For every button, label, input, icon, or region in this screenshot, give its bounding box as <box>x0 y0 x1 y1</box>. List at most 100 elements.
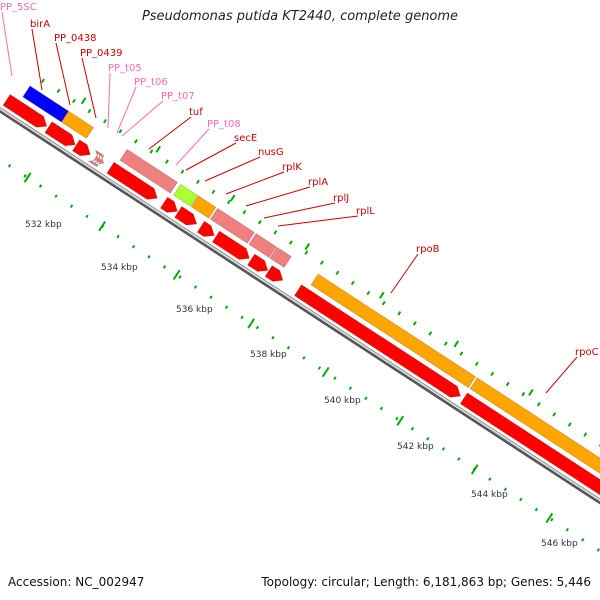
feature-block-cds <box>44 121 76 147</box>
feature-block-cds <box>106 161 158 200</box>
major-tick <box>396 415 405 426</box>
major-tick <box>98 221 106 232</box>
major-tick <box>321 366 330 378</box>
ruler-tick-label: 538 kbp <box>250 350 287 360</box>
leader-line <box>204 156 261 182</box>
backbone-inner <box>0 107 600 502</box>
feature-label: PP_t07 <box>161 91 195 102</box>
tick-row-bottom <box>178 275 182 279</box>
feature-label: secE <box>234 133 257 144</box>
feature-label: rpoB <box>416 244 440 255</box>
tick-row-top <box>552 412 557 417</box>
leader-line <box>1 11 13 77</box>
tick-row-bottom <box>410 426 415 431</box>
leader-line <box>107 72 111 129</box>
major-tick <box>528 389 534 397</box>
feature-block-cds <box>264 265 284 282</box>
tick-row-top <box>180 169 185 174</box>
feature-block-trna <box>248 233 277 258</box>
tick-row-top <box>103 118 107 124</box>
leader-line <box>148 116 192 150</box>
feature-block-cds <box>159 196 178 213</box>
feature-label: rplA <box>308 177 328 188</box>
tick-row-bottom <box>550 517 554 522</box>
tick-row-bottom <box>85 214 89 219</box>
tick-row-bottom <box>240 315 244 320</box>
leader-line <box>225 171 285 195</box>
tick-row-top <box>56 88 61 94</box>
ruler-tick-label: 542 kbp <box>397 442 434 452</box>
feature-label: birA <box>30 19 50 30</box>
tick-row-bottom <box>69 204 74 209</box>
tick-row-top <box>412 321 417 326</box>
major-tick <box>247 318 256 329</box>
major-tick <box>545 512 554 524</box>
tick-row-top <box>505 381 510 387</box>
leader-line <box>545 356 578 394</box>
tick-row-top <box>72 98 76 104</box>
feature-block-trna <box>269 246 292 268</box>
tick-row-top <box>381 300 386 306</box>
feature-block-trna <box>92 152 105 168</box>
feature-label: PP_0439 <box>80 48 123 59</box>
major-tick <box>23 172 32 183</box>
feature-label: rplJ <box>333 193 349 204</box>
ruler-tick-label: 532 kbp <box>25 220 62 230</box>
tick-row-bottom <box>441 447 446 451</box>
feature-block-cds <box>293 284 461 398</box>
ruler-labels: 532 kbp 534 kbp 536 kbp 538 kbp 540 kbp 542 k… <box>25 220 578 549</box>
tick-row-top <box>226 199 231 205</box>
tick-row-top <box>211 189 216 195</box>
tick-row-bottom <box>379 406 384 411</box>
feature-block-cds <box>211 230 250 260</box>
tick-row-top <box>87 108 92 114</box>
feature-block-cds <box>196 220 215 237</box>
major-tick <box>229 194 236 202</box>
tick-row-bottom <box>302 356 306 360</box>
tick-row-top <box>319 260 324 265</box>
tick-row-top <box>536 402 541 407</box>
tick-row-top <box>521 391 526 397</box>
feature-block-trna <box>119 148 178 194</box>
tick-row-top <box>428 331 433 336</box>
accession-text: Accession: NC_002947 <box>8 575 145 589</box>
tick-row-top <box>567 422 572 427</box>
leader-line <box>263 202 336 219</box>
major-tick <box>453 340 460 348</box>
feature-label: rplL <box>356 206 375 217</box>
feature-labels: PP_5SC birA PP_0438 PP_0439 PP_t05 PP_t06 PP_t… <box>0 2 599 394</box>
feature-label: rplK <box>282 162 302 173</box>
tick-row-top <box>350 280 355 286</box>
leader-line <box>245 186 311 207</box>
feature-label: PP_t08 <box>207 119 241 130</box>
tick-row-top <box>366 290 371 296</box>
tick-row-bottom <box>38 184 43 188</box>
tick-row-bottom <box>286 345 291 350</box>
ruler-tick-label: 540 kbp <box>324 396 361 406</box>
major-tick <box>379 291 385 299</box>
feature-block-trna <box>90 151 102 166</box>
leader-line <box>390 253 419 294</box>
leader-line <box>185 142 237 171</box>
ruler-tick-label: 546 kbp <box>541 539 578 549</box>
feature-block-gene <box>60 110 95 139</box>
tick-row-bottom <box>162 265 167 269</box>
feature-block-trna <box>210 207 255 244</box>
tick-row-top <box>288 240 293 245</box>
tick-row-top <box>242 209 247 215</box>
tick-row-bottom <box>519 497 523 502</box>
major-tick <box>304 243 311 251</box>
tick-row-bottom <box>255 325 260 330</box>
tick-row-bottom <box>426 436 430 441</box>
tick-row-bottom <box>224 305 229 310</box>
tick-row-bottom <box>503 487 508 492</box>
tick-row-bottom <box>54 194 58 198</box>
feature-label: PP_t06 <box>134 77 168 88</box>
tick-row-top <box>335 270 340 276</box>
leader-line <box>81 57 97 119</box>
tick-row-top <box>583 432 588 437</box>
feature-label: rpoC <box>575 347 599 358</box>
tick-row-bottom <box>23 174 27 178</box>
feature-label: PP_t05 <box>108 63 142 74</box>
tick-row-top <box>257 220 262 225</box>
